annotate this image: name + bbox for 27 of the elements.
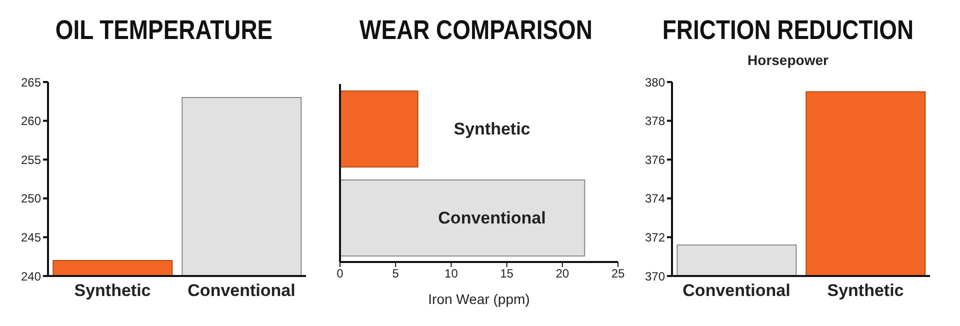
y-tick-label: 372 [644, 230, 666, 244]
x-tick-label: 20 [556, 266, 570, 281]
chart-title: WEAR COMPARISON [358, 14, 594, 47]
x-tick-label: 0 [336, 266, 344, 281]
y-tick-label: 265 [20, 75, 42, 90]
chart-subtitle: Horsepower [746, 52, 830, 70]
x-axis-title: Iron Wear (ppm) [428, 290, 530, 307]
y-tick-label: 376 [644, 152, 666, 167]
chart-title: OIL TEMPERATURE [54, 14, 274, 47]
y-tick-label: 380 [644, 75, 666, 90]
y-tick-label: 378 [644, 114, 666, 128]
x-tick-label: 15 [500, 266, 514, 281]
x-tick-label: 5 [392, 266, 400, 281]
y-tick-label: 240 [20, 269, 42, 284]
x-tick-label: 10 [444, 266, 458, 281]
y-tick-label: 374 [644, 192, 666, 206]
y-tick-label: 260 [20, 114, 42, 128]
x-tick-label: Conventional [188, 281, 296, 300]
y-tick-label: 245 [20, 230, 42, 244]
y-tick-label: 370 [644, 269, 666, 284]
x-tick-label: Synthetic [74, 281, 151, 300]
y-tick-label: 255 [20, 152, 42, 167]
x-tick-label: Conventional [682, 281, 790, 300]
x-tick-label: 25 [611, 266, 625, 281]
x-tick-label: Synthetic [827, 281, 904, 300]
y-tick-label: 250 [20, 192, 42, 206]
chart-title: FRICTION REDUCTION [661, 14, 915, 47]
